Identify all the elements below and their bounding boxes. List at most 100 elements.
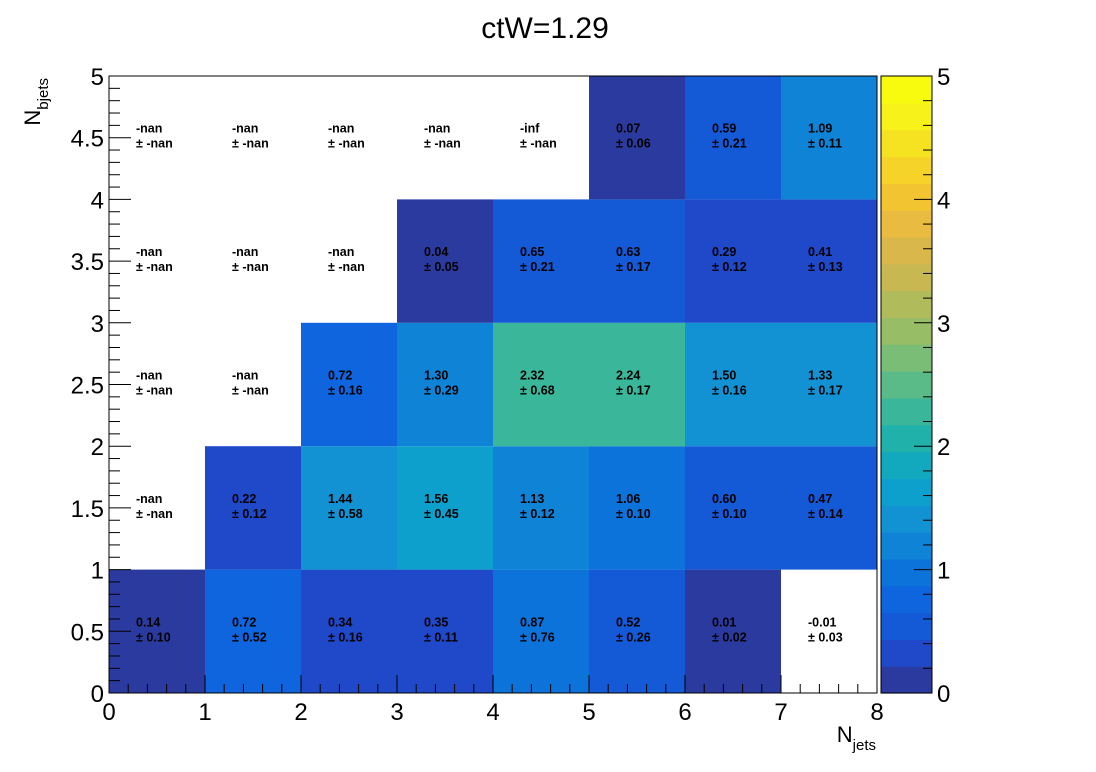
heatmap-cell [781, 322, 877, 447]
cell-error: ± 0.45 [424, 507, 459, 521]
heatmap-cell [397, 199, 493, 323]
color-bar-segment [881, 532, 932, 560]
heatmap-cell [685, 199, 781, 323]
y-tick-label: 4 [91, 187, 104, 214]
cell-error: ± 0.76 [520, 630, 555, 644]
cell-error: ± -nan [136, 137, 173, 151]
heatmap-cell [685, 322, 781, 447]
heatmap-cell [301, 322, 397, 447]
heatmap-cell [589, 569, 685, 693]
cell-error: ± 0.06 [616, 137, 651, 151]
heatmap-cell [589, 199, 685, 323]
heatmap-cell [781, 76, 877, 200]
cell-labels: 0.14± 0.100.72± 0.520.34± 0.160.35± 0.11… [136, 122, 843, 645]
cell-value: -0.01 [808, 615, 837, 629]
cell-error: ± -nan [232, 384, 269, 398]
x-axis: 0 1 2 3 4 5 6 7 8 [102, 675, 884, 726]
heatmap-cell [685, 569, 781, 693]
heatmap-cell [301, 569, 397, 693]
cell-value: -nan [328, 122, 354, 136]
x-axis-label: Njets [837, 722, 876, 754]
heatmap-cell [589, 76, 685, 200]
y-tick-label: 0.5 [71, 619, 104, 646]
cell-error: ± -nan [520, 137, 557, 151]
heatmap-cell [301, 446, 397, 570]
y-axis-label: Nbjets [20, 78, 52, 126]
cell-error: ± -nan [136, 384, 173, 398]
cell-value: 0.65 [520, 245, 544, 259]
cell-error: ± 0.11 [808, 137, 842, 151]
heatmap-cell [493, 446, 589, 570]
heatmap-cell [685, 446, 781, 570]
y-tick-label: 0 [91, 681, 104, 708]
color-bar-axis: 0 1 2 3 4 5 [914, 64, 950, 708]
heatmap-cell [493, 569, 589, 693]
x-tick-label: 2 [294, 699, 307, 726]
cell-value: 0.35 [424, 615, 448, 629]
cell-value: 0.29 [712, 245, 736, 259]
cell-error: ± 0.58 [328, 507, 363, 521]
cell-error: ± 0.16 [328, 384, 363, 398]
cell-error: ± 0.29 [424, 384, 459, 398]
y-tick-label: 4.5 [71, 126, 104, 153]
cell-value: 0.04 [424, 245, 448, 259]
heatmap-cell [205, 569, 301, 693]
cell-value: 2.24 [616, 369, 640, 383]
cell-value: 0.01 [712, 615, 736, 629]
cell-value: 1.44 [328, 492, 352, 506]
cell-value: -nan [136, 369, 162, 383]
cell-error: ± 0.02 [712, 630, 747, 644]
cell-error: ± 0.05 [424, 260, 459, 274]
x-tick-label: 1 [198, 699, 211, 726]
x-tick-label: 3 [390, 699, 403, 726]
cell-value: -nan [232, 122, 258, 136]
y-axis-label-sub: bjets [35, 78, 52, 110]
cell-value: 0.14 [136, 615, 160, 629]
y-tick-label: 2.5 [71, 373, 104, 400]
heatmap-cells [109, 76, 877, 693]
cell-value: 2.32 [520, 369, 544, 383]
cell-error: ± 0.26 [616, 630, 651, 644]
color-bar-segment [881, 344, 932, 372]
x-axis-label-main: N [837, 722, 853, 747]
cell-value: 0.59 [712, 122, 736, 136]
cell-error: ± -nan [232, 137, 269, 151]
color-bar-tick-label: 0 [937, 681, 950, 708]
heatmap-cell [397, 569, 493, 693]
heatmap-cell [781, 446, 877, 570]
color-bar-segment [881, 236, 932, 265]
cell-value: 1.33 [808, 369, 832, 383]
cell-error: ± 0.17 [616, 260, 651, 274]
cell-value: 0.34 [328, 615, 352, 629]
x-tick-label: 8 [870, 699, 883, 726]
cell-error: ± 0.16 [712, 384, 747, 398]
y-tick-label: 3 [91, 311, 104, 338]
cell-error: ± 0.10 [136, 630, 171, 644]
y-tick-label: 1.5 [71, 496, 104, 523]
y-tick-label: 1 [91, 558, 104, 585]
cell-error: ± -nan [424, 137, 461, 151]
color-bar-segment [881, 424, 932, 453]
cell-value: -nan [232, 245, 258, 259]
cell-value: -nan [136, 492, 162, 506]
cell-value: 0.87 [520, 615, 544, 629]
cell-value: 1.06 [616, 492, 640, 506]
color-bar-segment [881, 612, 932, 640]
cell-value: 1.13 [520, 492, 544, 506]
cell-error: ± 0.16 [328, 630, 363, 644]
cell-value: -nan [136, 245, 162, 259]
cell-error: ± 0.03 [808, 630, 843, 644]
cell-error: ± -nan [136, 260, 173, 274]
x-tick-label: 6 [678, 699, 691, 726]
cell-error: ± 0.52 [232, 630, 267, 644]
cell-value: 0.47 [808, 492, 832, 506]
color-bar-segment [881, 156, 932, 184]
cell-error: ± 0.21 [520, 260, 555, 274]
color-bar-segment [881, 397, 932, 426]
color-bar-segment [881, 666, 932, 694]
cell-value: 0.41 [808, 245, 832, 259]
x-axis-label-sub: jets [852, 737, 876, 754]
cell-value: -inf [520, 122, 540, 136]
heatmap-cell [781, 199, 877, 323]
